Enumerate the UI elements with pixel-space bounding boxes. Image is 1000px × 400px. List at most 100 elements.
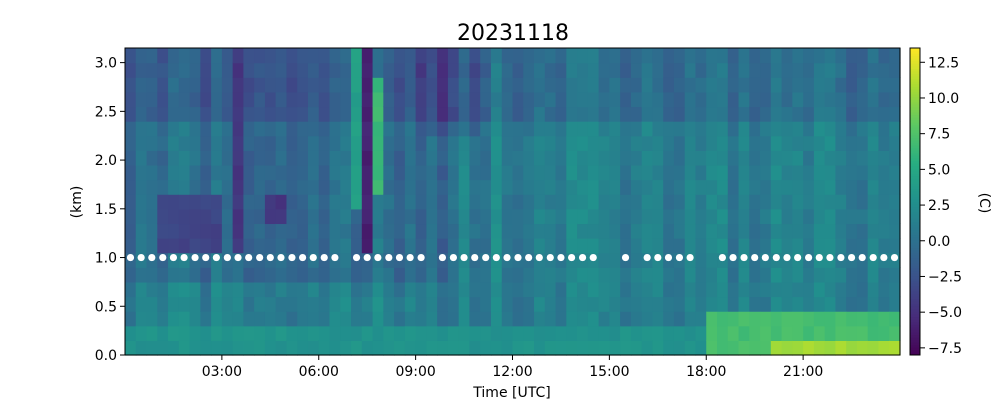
colorbar-segment xyxy=(910,260,920,264)
heatmap-cell xyxy=(458,340,471,356)
heatmap-cell xyxy=(824,194,837,210)
heatmap-cell xyxy=(760,208,772,225)
colorbar-segment xyxy=(910,78,920,82)
heatmap-cell xyxy=(544,179,557,195)
heatmap-cell xyxy=(878,296,890,312)
heatmap-cell xyxy=(630,252,643,268)
heatmap-cell xyxy=(609,252,621,268)
colorbar-segment xyxy=(910,229,920,233)
heatmap-cell xyxy=(490,267,503,283)
heatmap-cell xyxy=(211,281,223,298)
heatmap-cell xyxy=(717,208,729,225)
heatmap-cell xyxy=(286,77,298,93)
heatmap-cell xyxy=(544,311,557,327)
heatmap-cell xyxy=(652,281,664,298)
heatmap-cell xyxy=(544,296,557,312)
heatmap-cell xyxy=(286,238,298,254)
heatmap-cell xyxy=(437,48,449,64)
heatmap-cell xyxy=(566,208,578,225)
heatmap-cell xyxy=(566,48,578,64)
heatmap-cell xyxy=(480,208,492,225)
marker-dot xyxy=(202,253,210,262)
colorbar-segment xyxy=(910,296,920,300)
colorbar-segment xyxy=(910,298,920,302)
heatmap-cell xyxy=(792,311,804,327)
heatmap-cell xyxy=(447,267,460,283)
colorbar-segment xyxy=(910,178,920,182)
heatmap-cell xyxy=(824,62,837,78)
heatmap-cell xyxy=(792,106,804,122)
heatmap-cell xyxy=(372,238,384,254)
heatmap-cell xyxy=(695,135,707,151)
heatmap-cell xyxy=(706,208,718,225)
heatmap-cell xyxy=(770,311,783,327)
heatmap-cell xyxy=(178,121,191,137)
heatmap-cell xyxy=(609,48,621,64)
heatmap-cell xyxy=(490,121,503,137)
heatmap-cell xyxy=(286,121,298,137)
marker-dot xyxy=(869,253,877,262)
heatmap-cell xyxy=(717,179,729,195)
heatmap-cell xyxy=(394,77,406,93)
heatmap-cell xyxy=(329,164,341,181)
colorbar-segment xyxy=(910,285,920,289)
heatmap-cell xyxy=(307,208,320,225)
heatmap-cell xyxy=(243,179,255,195)
heatmap-cell xyxy=(889,194,901,210)
heatmap-cell xyxy=(372,267,384,283)
heatmap-cell xyxy=(501,48,514,64)
heatmap-cell xyxy=(867,281,880,298)
colorbar-ticks: −7.5−5.0−2.50.02.55.07.510.012.5 xyxy=(920,55,962,357)
heatmap-cell xyxy=(383,267,395,283)
heatmap-cell xyxy=(394,208,406,225)
heatmap-cell xyxy=(749,150,761,166)
colorbar-segment xyxy=(910,275,920,279)
heatmap-cell xyxy=(189,223,201,239)
marker-dot xyxy=(686,253,694,262)
colorbar-segment xyxy=(910,48,920,52)
heatmap-cell xyxy=(824,296,837,312)
heatmap-cell xyxy=(232,62,244,78)
heatmap-cell xyxy=(695,208,707,225)
heatmap-cell xyxy=(544,267,557,283)
heatmap-cell xyxy=(351,208,363,225)
heatmap-cell xyxy=(286,91,298,108)
heatmap-cell xyxy=(717,340,729,356)
heatmap-cell xyxy=(577,106,589,122)
heatmap-cell xyxy=(394,325,406,341)
heatmap-cell xyxy=(781,48,793,64)
heatmap-cell xyxy=(770,340,783,356)
heatmap-cell xyxy=(577,91,589,108)
heatmap-cell xyxy=(630,62,643,78)
heatmap-cell xyxy=(394,150,406,166)
heatmap-cell xyxy=(200,91,212,108)
heatmap-cell xyxy=(770,91,783,108)
heatmap-cell xyxy=(264,135,277,151)
heatmap-cell xyxy=(211,267,223,283)
heatmap-cell xyxy=(469,91,481,108)
heatmap-cell xyxy=(706,62,718,78)
heatmap-cell xyxy=(318,77,331,93)
marker-dot xyxy=(223,253,231,262)
heatmap-cell xyxy=(673,311,686,327)
heatmap-cell xyxy=(792,238,804,254)
heatmap-cell xyxy=(684,296,697,312)
heatmap-cell xyxy=(125,223,137,239)
heatmap-cell xyxy=(663,106,675,122)
heatmap-cell xyxy=(781,179,793,195)
x-axis-ticks: 03:00 06:00 09:00 12:00 15:00 18:00 21:00 xyxy=(202,355,823,380)
heatmap-cell xyxy=(598,311,610,327)
heatmap-cell xyxy=(426,150,438,166)
heatmap-cell xyxy=(684,164,697,181)
heatmap-cell xyxy=(577,340,589,356)
heatmap-cell xyxy=(426,325,438,341)
heatmap-cell xyxy=(157,296,169,312)
heatmap-cell xyxy=(878,340,890,356)
colorbar-segment xyxy=(910,65,920,69)
heatmap-cell xyxy=(523,62,535,78)
heatmap-cell xyxy=(125,340,137,356)
heatmap-cell xyxy=(437,164,449,181)
heatmap-cell xyxy=(415,106,427,122)
heatmap-cell xyxy=(856,164,869,181)
heatmap-cell xyxy=(598,267,610,283)
